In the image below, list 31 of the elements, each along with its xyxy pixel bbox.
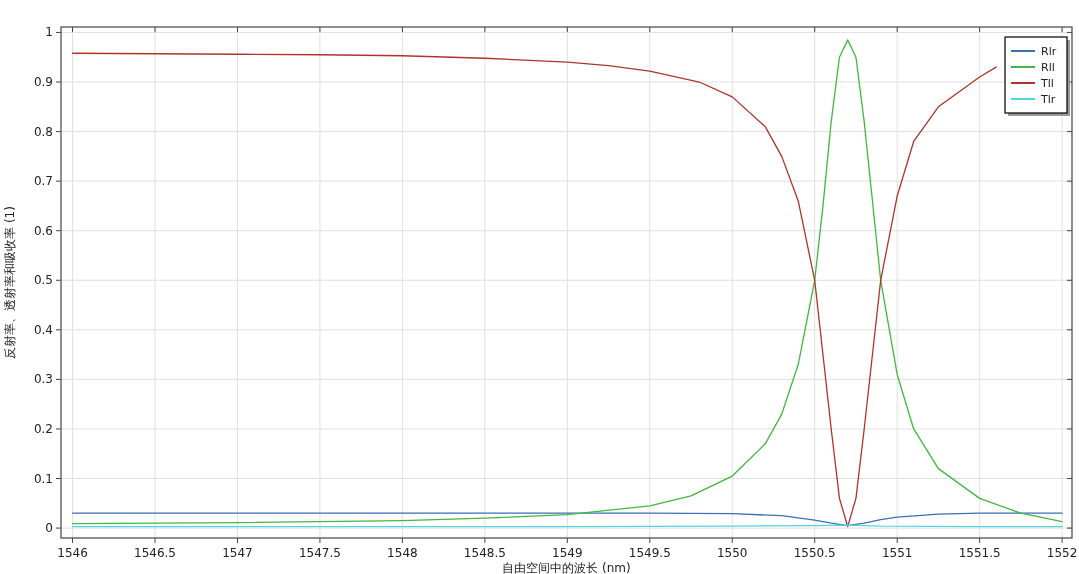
y-tick-label: 1 — [45, 25, 53, 40]
y-tick-label: 0.3 — [33, 372, 53, 387]
y-tick-label: 0.2 — [33, 421, 53, 436]
y-tick-label: 0.1 — [33, 471, 53, 486]
x-tick-label: 1546.5 — [134, 546, 177, 560]
y-tick-label: 0.8 — [33, 124, 53, 139]
x-tick-label: 1551.5 — [958, 546, 1001, 560]
y-tick-label: 0.9 — [33, 75, 53, 90]
legend-label: Rlr — [1041, 45, 1057, 58]
x-tick-label: 1549 — [552, 546, 583, 560]
y-tick-label: 0 — [45, 521, 53, 536]
x-tick-label: 1550 — [716, 546, 748, 560]
x-tick-label: 1547.5 — [298, 546, 341, 560]
y-axis-title: 反射率、透射率和吸收率 (1) — [3, 206, 17, 359]
y-tick-label: 0.4 — [33, 322, 53, 337]
legend-label: Tll — [1040, 77, 1054, 90]
legend-label: Tlr — [1040, 93, 1056, 106]
y-tick-label: 0.7 — [33, 174, 53, 189]
legend-label: Rll — [1041, 61, 1055, 74]
x-tick-label: 1548 — [387, 546, 418, 560]
x-tick-label: 1546 — [57, 546, 88, 560]
x-tick-label: 1547 — [222, 546, 253, 560]
x-tick-label: 1548.5 — [463, 546, 506, 560]
x-tick-label: 1551 — [881, 546, 913, 560]
x-tick-label: 1550.5 — [793, 546, 836, 560]
y-tick-label: 0.5 — [33, 273, 53, 288]
y-tick-label: 0.6 — [33, 223, 53, 238]
x-tick-label: 1552 — [1046, 546, 1078, 560]
x-axis-title: 自由空间中的波长 (nm) — [502, 561, 631, 574]
line-series — [71, 512, 1063, 527]
x-tick-label: 1549.5 — [628, 546, 671, 560]
